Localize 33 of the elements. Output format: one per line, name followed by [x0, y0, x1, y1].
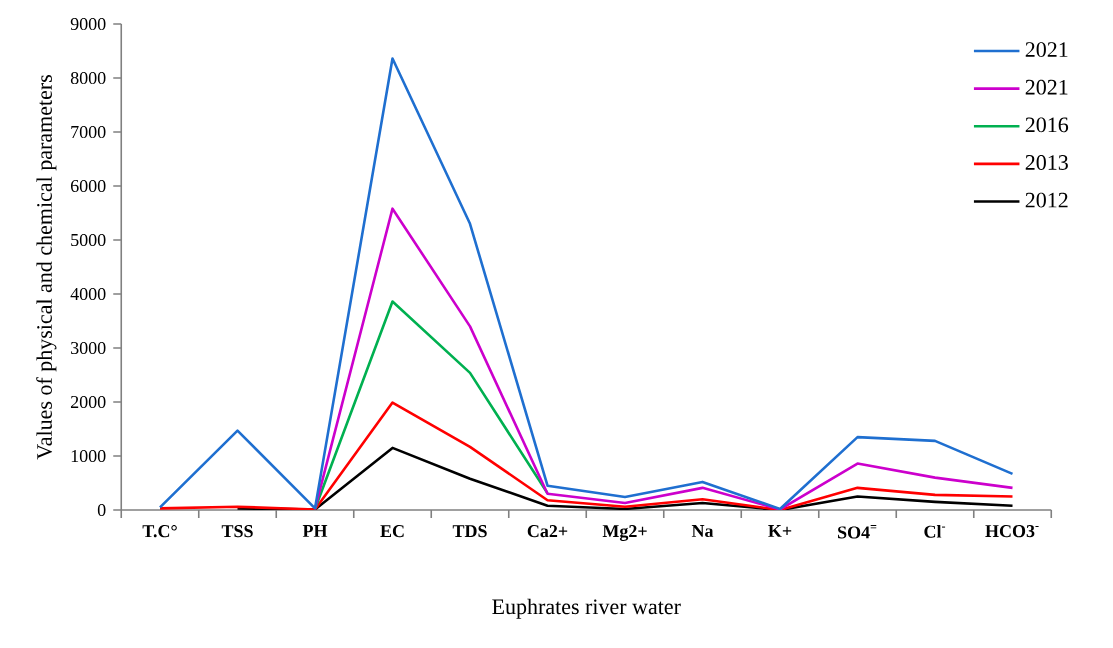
y-tick-label: 6000: [70, 179, 106, 193]
legend-label: 2021: [1025, 79, 1068, 95]
y-tick-label: 0: [97, 503, 106, 517]
y-tick-label: 1000: [71, 449, 106, 463]
y-tick-label: 5000: [71, 233, 106, 247]
y-tick-label: 8000: [70, 71, 106, 85]
x-tick-label: HCO3$^{-}$: [985, 525, 1039, 538]
y-tick-label: 2000: [70, 395, 106, 409]
y-tick-label: 9000: [70, 17, 106, 31]
y-tick-label: 4000: [70, 287, 106, 301]
x-tick-label: T.C°: [142, 525, 177, 538]
line-series: [313, 300, 549, 510]
x-tick-label: PH: [302, 525, 328, 537]
x-tick-label: SO4$^{=}$: [838, 525, 877, 539]
y-axis-title: Values of physical and chemical parameters: [36, 75, 57, 460]
line-series: [158, 57, 1014, 510]
x-tick-label: Mg2+: [602, 525, 647, 541]
x-axis-title: Euphrates river water: [492, 598, 681, 619]
legend-label: 2021: [1025, 42, 1068, 57]
legend-label: 2012: [1025, 192, 1068, 208]
y-tick-label: 3000: [71, 341, 106, 355]
legend-label: 2013: [1025, 155, 1068, 170]
x-tick-label: Cl$^{-}$: [924, 525, 946, 538]
x-tick-label: EC: [380, 525, 404, 538]
line-series: [158, 401, 1014, 510]
x-tick-label: K+: [768, 525, 792, 537]
legend-label: 2016: [1025, 117, 1069, 133]
x-tick-label: Ca2+: [527, 525, 568, 538]
y-tick-label: 7000: [71, 125, 106, 139]
x-tick-label: Na: [691, 525, 714, 538]
x-tick-label: TDS: [452, 525, 487, 538]
x-tick-label: TSS: [221, 525, 253, 538]
line-series: [313, 207, 1014, 510]
